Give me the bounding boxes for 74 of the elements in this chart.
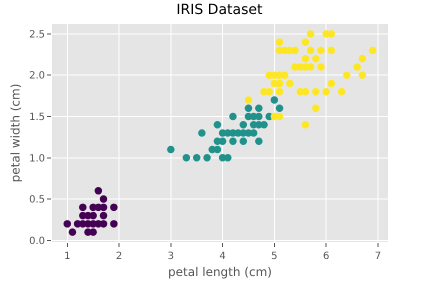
x-tick-label: 1: [64, 251, 70, 262]
point: [64, 220, 72, 228]
y-tick-label: 0.0: [29, 236, 45, 247]
point: [244, 96, 252, 104]
point: [229, 138, 237, 146]
point: [302, 88, 310, 96]
y-axis-title: petal width (cm): [8, 84, 22, 182]
point: [100, 220, 108, 228]
chart-title: IRIS Dataset: [176, 2, 264, 18]
point: [328, 46, 336, 54]
point: [276, 88, 284, 96]
point: [276, 80, 284, 88]
point: [358, 71, 366, 79]
point: [312, 88, 320, 96]
point: [255, 138, 263, 146]
point: [100, 212, 108, 220]
point: [322, 88, 330, 96]
y-tick-label: 2.0: [29, 70, 45, 82]
point: [302, 54, 310, 62]
point: [328, 80, 336, 88]
point: [358, 54, 366, 62]
point: [276, 104, 284, 112]
point: [306, 46, 314, 54]
point: [338, 88, 346, 96]
x-tick-label: 3: [168, 251, 174, 262]
point: [229, 112, 237, 120]
point: [110, 204, 118, 212]
point: [192, 154, 200, 162]
point: [244, 104, 252, 112]
point: [255, 112, 263, 120]
point: [203, 154, 211, 162]
point: [270, 96, 278, 104]
x-tick-label: 5: [271, 251, 278, 262]
point: [214, 146, 222, 154]
y-tick-label: 1.5: [29, 112, 45, 123]
point: [167, 146, 175, 154]
y-tick-label: 0.5: [29, 194, 45, 206]
point: [312, 54, 320, 62]
point: [353, 63, 361, 71]
point: [79, 204, 87, 212]
x-tick-label: 7: [374, 251, 382, 262]
point: [255, 104, 263, 112]
y-tick-label: 1.0: [29, 153, 45, 164]
point: [343, 71, 351, 79]
point: [260, 120, 268, 128]
point: [240, 120, 248, 128]
x-axis-title: petal length (cm): [168, 264, 272, 279]
point: [302, 120, 310, 128]
point: [306, 30, 314, 38]
x-tick-label: 4: [219, 251, 226, 262]
point: [291, 46, 299, 54]
y-tick-label: 2.5: [29, 29, 45, 40]
point: [276, 38, 284, 46]
point: [100, 195, 108, 203]
point: [328, 30, 336, 38]
point: [100, 204, 108, 212]
point: [214, 120, 222, 128]
point: [312, 104, 320, 112]
point: [224, 154, 232, 162]
point: [240, 138, 248, 146]
point: [182, 154, 190, 162]
point: [276, 112, 284, 120]
point: [306, 63, 314, 71]
x-tick-label: 2: [116, 251, 122, 262]
x-tick-label: 6: [322, 251, 330, 262]
point: [68, 228, 76, 236]
point: [110, 220, 118, 228]
point: [198, 129, 206, 137]
point: [94, 187, 102, 195]
point: [317, 63, 325, 71]
point: [302, 38, 310, 46]
point: [317, 46, 325, 54]
point: [286, 80, 294, 88]
point: [368, 46, 376, 54]
